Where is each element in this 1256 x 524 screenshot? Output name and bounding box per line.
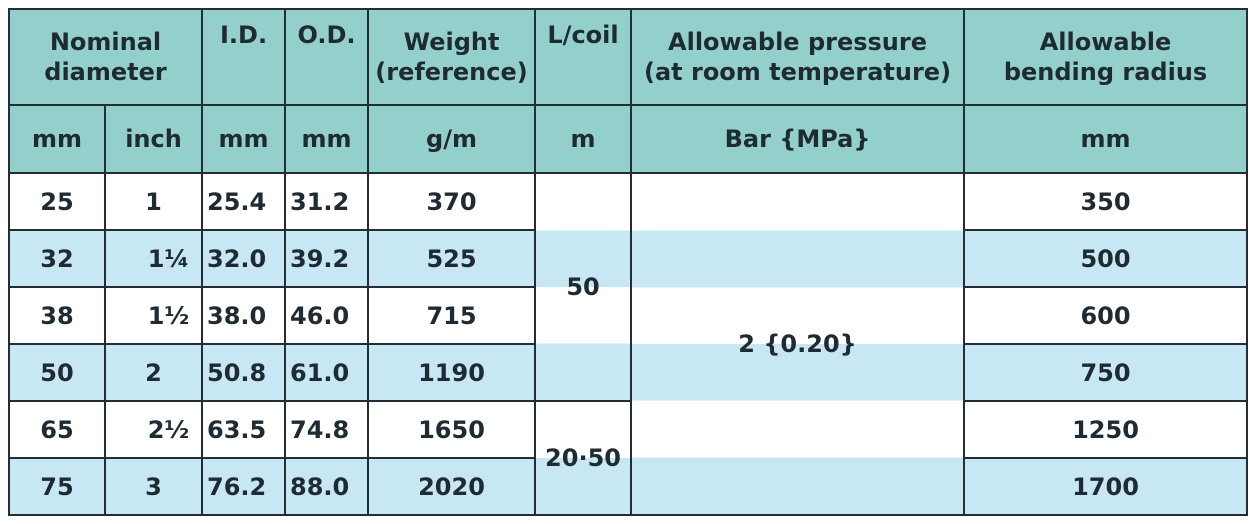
- cell-weight: 525: [367, 229, 537, 288]
- unit-weight: g/m: [367, 104, 537, 174]
- header-row: Nominal diameter I.D. O.D. Weight (refer…: [7, 8, 1249, 106]
- cell-mm: 50: [8, 343, 106, 402]
- cell-mm: 38: [8, 286, 106, 345]
- header-nominal-diameter: Nominal diameter: [7, 8, 204, 106]
- cell-mm: 75: [8, 457, 106, 516]
- cell-inch: 3: [103, 457, 204, 516]
- header-pressure-line2: (at room temperature): [643, 58, 952, 86]
- unit-pressure: Bar {MPa}: [630, 104, 966, 174]
- cell-weight: 715: [367, 286, 537, 345]
- unit-lcoil: m: [534, 104, 633, 174]
- header-bending: Allowable bending radius: [963, 8, 1249, 106]
- cell-mm: 32: [8, 229, 106, 288]
- cell-id: 32.0: [201, 229, 287, 288]
- table-row: 65 2½ 63.5 74.8 1650 20·50 1250: [8, 400, 1249, 516]
- unit-od-mm: mm: [284, 104, 370, 174]
- cell-inch: 1½: [103, 286, 204, 345]
- cell-od: 61.0: [284, 343, 370, 402]
- cell-weight: 1650: [367, 400, 537, 459]
- cell-od: 46.0: [284, 286, 370, 345]
- header-weight: Weight (reference): [367, 8, 537, 106]
- cell-od: 31.2: [284, 172, 370, 231]
- cell-bending: 750: [963, 343, 1249, 402]
- cell-id: 63.5: [201, 400, 287, 459]
- cell-od: 39.2: [284, 229, 370, 288]
- cell-mm: 25: [8, 172, 106, 231]
- header-pressure-line1: Allowable pressure: [668, 28, 927, 56]
- header-nominal-line2: diameter: [44, 58, 167, 86]
- cell-bending: 350: [963, 172, 1249, 231]
- cell-id: 50.8: [201, 343, 287, 402]
- header-nominal-line1: Nominal: [49, 28, 162, 56]
- cell-bending: 600: [963, 286, 1249, 345]
- cell-weight: 1190: [367, 343, 537, 402]
- cell-bending: 1700: [963, 457, 1249, 516]
- unit-inch: inch: [103, 104, 204, 174]
- cell-mm: 65: [8, 400, 106, 459]
- cell-inch: 1: [103, 172, 204, 231]
- unit-bending: mm: [963, 104, 1249, 174]
- cell-lcoil-group-2: 20·50: [534, 400, 633, 516]
- hose-spec-table: Nominal diameter I.D. O.D. Weight (refer…: [7, 8, 1249, 516]
- cell-bending: 500: [963, 229, 1249, 288]
- cell-lcoil-group-1: 50: [534, 172, 633, 402]
- table-row: 38 1½ 38.0 46.0 715 600: [8, 286, 1249, 345]
- cell-weight: 370: [367, 172, 537, 231]
- cell-weight: 2020: [367, 457, 537, 516]
- header-bending-line2: bending radius: [1003, 58, 1208, 86]
- header-od: O.D.: [284, 8, 370, 106]
- unit-id-mm: mm: [201, 104, 287, 174]
- table-row: 75 3 76.2 88.0 2020 1700: [8, 457, 1249, 516]
- table-row: 32 1¼ 32.0 39.2 525 500: [8, 229, 1249, 288]
- cell-id: 76.2: [201, 457, 287, 516]
- cell-id: 25.4: [201, 172, 287, 231]
- cell-id: 38.0: [201, 286, 287, 345]
- header-weight-line2: (reference): [375, 58, 528, 86]
- cell-inch: 2½: [103, 400, 204, 459]
- table-row: 50 2 50.8 61.0 1190 750: [8, 343, 1249, 402]
- header-weight-line1: Weight: [403, 28, 500, 56]
- unit-row: mm inch mm mm g/m m Bar {MPa} mm: [8, 104, 1249, 174]
- header-bending-line1: Allowable: [1039, 28, 1172, 56]
- header-pressure: Allowable pressure (at room temperature): [630, 8, 966, 106]
- cell-bending: 1250: [963, 400, 1249, 459]
- cell-inch: 1¼: [103, 229, 204, 288]
- cell-od: 74.8: [284, 400, 370, 459]
- cell-inch: 2: [103, 343, 204, 402]
- header-id: I.D.: [201, 8, 287, 106]
- cell-od: 88.0: [284, 457, 370, 516]
- table-row: 25 1 25.4 31.2 370 50 2 {0.20} 350: [8, 172, 1249, 516]
- unit-mm: mm: [8, 104, 106, 174]
- header-lcoil: L/coil: [534, 8, 633, 106]
- cell-pressure: 2 {0.20}: [630, 172, 966, 516]
